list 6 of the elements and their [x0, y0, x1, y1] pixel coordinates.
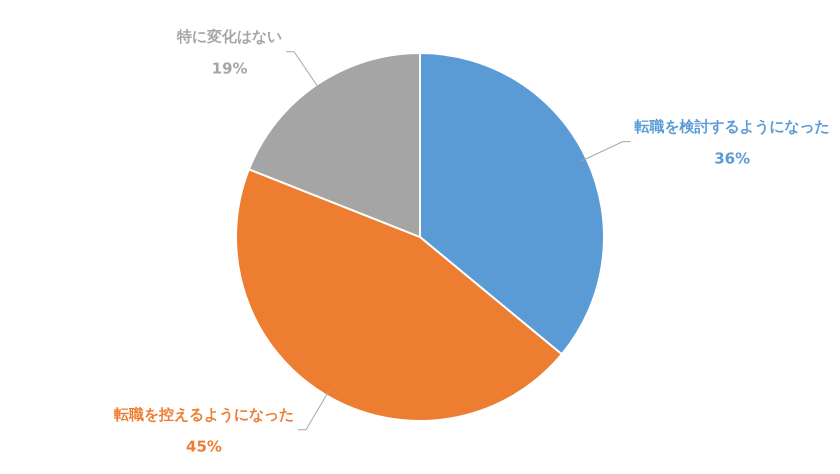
slice-label: 特に変化はない [176, 28, 282, 46]
slice-label: 転職を検討するようになった [634, 118, 830, 136]
data-label: 45% [186, 438, 222, 456]
slice-label: 転職を控えるようになった [114, 406, 294, 424]
data-label: 36% [714, 150, 750, 168]
data-label: 19% [212, 60, 248, 78]
